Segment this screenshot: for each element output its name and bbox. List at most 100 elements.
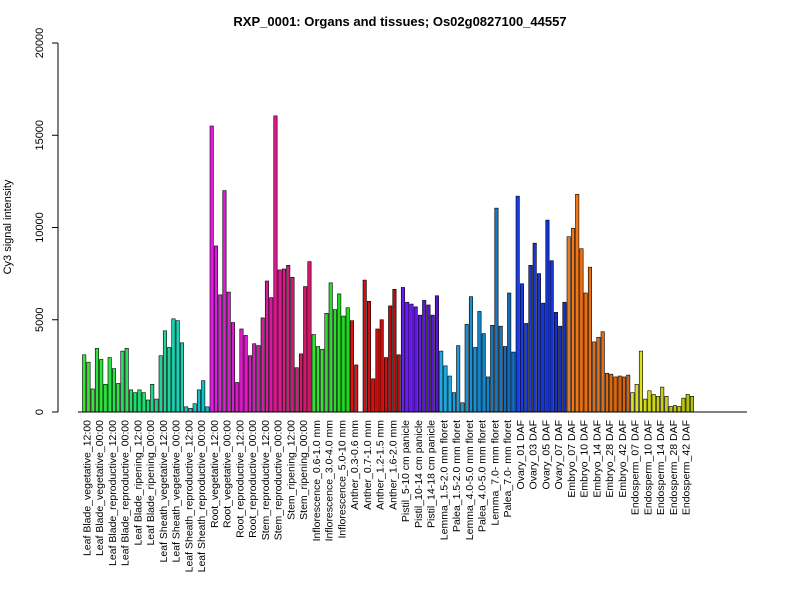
x-category-label: Stem_reproductive_00:00 [273, 420, 285, 540]
bar [689, 396, 694, 413]
bar [579, 248, 584, 413]
bar [643, 398, 648, 413]
x-category-label: Leaf Blade_vegetative_12:00 [81, 420, 93, 556]
bar [120, 350, 125, 413]
bar [562, 301, 567, 413]
bar [477, 311, 482, 413]
bar [655, 396, 660, 413]
bar [320, 348, 325, 413]
bar [417, 314, 422, 413]
x-category-label: Leaf Blade_reproductive_00:00 [120, 420, 132, 566]
bar [184, 406, 189, 413]
bar [570, 228, 575, 413]
bar [111, 368, 116, 413]
x-category-label: Endosperm_42 DAF [681, 420, 693, 515]
bar [349, 320, 354, 413]
x-category-label: Leaf Sheath_vegetative_12:00 [158, 420, 170, 563]
x-category-label: Root_reproductive_00:00 [247, 420, 259, 538]
bar [150, 384, 155, 413]
bar [587, 266, 592, 413]
bar [392, 289, 397, 413]
x-category-label: Endosperm_28 DAF [668, 420, 680, 515]
bar [596, 336, 601, 413]
x-category-label: Embryo_07 DAF [566, 420, 578, 498]
bar [651, 394, 656, 413]
bar [685, 394, 690, 413]
bar [362, 279, 367, 413]
x-category-label: Leaf Sheath_reproductive_12:00 [183, 420, 195, 573]
x-category-label: Leaf Blade_ripening_00:00 [145, 420, 157, 546]
x-category-label: Ovary_07 DAF [553, 420, 565, 489]
bar [456, 345, 461, 413]
bar [430, 314, 435, 413]
bar [494, 207, 499, 413]
bar [511, 351, 516, 413]
bar [86, 361, 91, 413]
bar [354, 364, 359, 413]
bar [375, 328, 380, 413]
bar [524, 323, 529, 413]
bar [672, 405, 677, 413]
bar [167, 347, 172, 413]
bar [141, 392, 146, 413]
bar [366, 300, 371, 413]
bar [205, 406, 210, 413]
y-tick-label: 0 [34, 409, 46, 415]
x-category-label: Palea_1.5-2.0 mm floret [451, 420, 463, 532]
bar [192, 403, 197, 413]
bar [158, 355, 163, 413]
x-category-label: Endosperm_14 DAF [655, 420, 667, 515]
bar [592, 341, 597, 413]
x-category-label: Inflorescence_5.0-10 mm [336, 420, 348, 539]
bar [443, 365, 448, 413]
bar [434, 295, 439, 413]
y-tick-label: 15000 [34, 120, 46, 151]
bar [575, 193, 580, 413]
bar [341, 315, 346, 413]
bar [396, 354, 401, 413]
bar [549, 260, 554, 413]
bar [243, 335, 248, 413]
bar [154, 398, 159, 413]
bar [664, 396, 669, 413]
bar [171, 318, 176, 413]
bar [541, 302, 546, 413]
bar [281, 268, 286, 413]
bar [626, 374, 631, 413]
bar [235, 382, 240, 413]
x-category-label: Anther_0.3-0.6 mm [349, 420, 361, 510]
bar [103, 384, 108, 413]
y-tick-label: 20000 [34, 28, 46, 59]
bar [328, 282, 333, 413]
x-category-label: Lemma_7.0- mm floret [489, 420, 501, 526]
bar [647, 390, 652, 413]
bar [82, 354, 87, 413]
bar [264, 280, 269, 413]
bar [260, 317, 265, 413]
bar [247, 355, 252, 413]
bar [600, 331, 605, 413]
bar [405, 301, 410, 413]
bar [545, 219, 550, 413]
bar [498, 325, 503, 413]
bar [290, 277, 295, 413]
x-category-label: Anther_1.6-2.0 mm [387, 420, 399, 510]
bar [213, 245, 218, 413]
bar [239, 328, 244, 413]
bar [137, 389, 142, 413]
bar [422, 300, 427, 413]
x-category-label: Embryo_14 DAF [591, 420, 603, 498]
bar [515, 195, 520, 413]
x-category-label: Inflorescence_3.0-4.0 mm [324, 420, 336, 542]
bar [519, 283, 524, 413]
x-category-label: Root_vegetative_00:00 [222, 420, 234, 528]
x-category-label: Embryo_28 DAF [604, 420, 616, 498]
bar [621, 376, 626, 413]
bar [226, 291, 231, 413]
bar [371, 378, 376, 413]
x-category-label: Palea_4.0-5.0 mm floret [477, 420, 489, 532]
bar [252, 343, 257, 413]
x-category-label: Endosperm_07 DAF [630, 420, 642, 515]
bars-group [82, 115, 694, 413]
